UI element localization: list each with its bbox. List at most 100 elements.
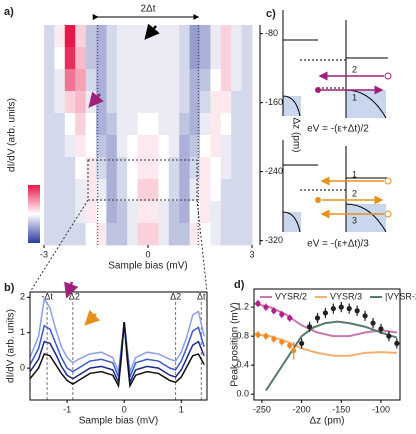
heat-cell (168, 91, 180, 114)
x-tick-label: -150 (332, 404, 350, 414)
heat-cell (158, 47, 170, 70)
heat-cell (54, 91, 66, 114)
data-point (346, 305, 352, 312)
heat-cell (127, 157, 138, 180)
heat-cell (200, 69, 211, 92)
heat-cell (200, 135, 211, 158)
heat-cell (127, 179, 138, 202)
heat-cell (189, 25, 201, 48)
heat-cell (158, 201, 170, 224)
heat-cell (231, 113, 242, 136)
x-tick-label: 3 (249, 249, 254, 259)
y-tick-label: -80 (265, 28, 278, 38)
heat-cell (96, 179, 107, 202)
series-line (253, 302, 397, 338)
data-point (271, 336, 277, 342)
heat-cell (148, 69, 159, 92)
heat-cell (179, 157, 190, 180)
heat-cell (241, 25, 253, 48)
zoom-box (87, 159, 198, 201)
heat-cell (241, 91, 253, 114)
heat-cell (231, 223, 242, 246)
data-point (299, 340, 305, 347)
heat-cell (54, 157, 66, 180)
equation: eV = -(ε+Δt)/2 (307, 124, 369, 135)
heat-cell (137, 179, 149, 202)
heat-cell (106, 157, 118, 180)
heat-cell (44, 69, 55, 92)
arrow (84, 309, 101, 326)
heat-cell (210, 135, 222, 158)
heat-cell (106, 69, 118, 92)
zoom-connector (196, 199, 208, 293)
heat-cell (85, 69, 97, 92)
x-tick-label: 0 (122, 404, 127, 414)
heat-cell (64, 25, 76, 48)
heat-cell (127, 135, 138, 158)
heat-cell (75, 179, 86, 202)
heat-cell (179, 135, 190, 158)
heat-cell (241, 157, 253, 180)
heat-cell (231, 179, 242, 202)
arrow (64, 281, 79, 299)
axis-label: Δz (pm) (290, 117, 301, 152)
heat-cell (116, 135, 128, 158)
heat-cell (220, 47, 232, 70)
data-point (338, 304, 344, 310)
x-tick-label: -100 (372, 404, 390, 414)
heat-cell (54, 69, 66, 92)
heat-cell (220, 113, 232, 136)
y-tick-label: 1.2 (236, 302, 249, 312)
heat-cell (137, 47, 149, 70)
data-point (287, 315, 293, 321)
heat-cell (85, 47, 97, 70)
heat-cell (75, 223, 86, 246)
data-point (362, 313, 368, 319)
transition-label: 3 (352, 215, 357, 225)
series-line (265, 320, 398, 392)
heat-cell (64, 157, 76, 180)
heat-cell (64, 135, 76, 158)
heat-cell (220, 135, 232, 158)
heat-cell (220, 157, 232, 180)
heat-cell (116, 157, 128, 180)
heat-cell (106, 223, 118, 246)
heat-cell (220, 201, 232, 224)
heat-cell (106, 135, 118, 158)
heat-cell (96, 223, 107, 246)
heat-cell (116, 179, 128, 202)
x-tick-label: -200 (293, 404, 311, 414)
heat-cell (85, 179, 97, 202)
heat-cell (200, 223, 211, 246)
heat-cell (96, 201, 107, 224)
axis-label: dI/dV (arb. units) (7, 98, 18, 172)
heat-cell (106, 25, 118, 48)
heat-cell (54, 201, 66, 224)
heat-cell (54, 135, 66, 158)
data-point (394, 340, 400, 347)
heat-cell (200, 25, 211, 48)
heat-cell (54, 179, 66, 202)
heat-cell (148, 113, 159, 136)
x-tick-label: 1 (179, 404, 184, 414)
heat-cell (210, 157, 222, 180)
y-tick-label: 0 (20, 363, 25, 373)
heat-cell (96, 113, 107, 136)
heat-cell (137, 157, 149, 180)
heat-cell (158, 135, 170, 158)
heat-cell (168, 69, 180, 92)
y-tick-label: -160 (265, 97, 283, 107)
heat-cell (189, 69, 201, 92)
heat-cell (241, 179, 253, 202)
heat-cell (137, 223, 149, 246)
heat-cell (96, 69, 107, 92)
heat-cell (210, 113, 222, 136)
heat-cell (96, 157, 107, 180)
heat-cell (241, 47, 253, 70)
heat-cell (168, 25, 180, 48)
heat-cell (168, 223, 180, 246)
heat-cell (168, 113, 180, 136)
heat-cell (137, 201, 149, 224)
heat-cell (179, 69, 190, 92)
